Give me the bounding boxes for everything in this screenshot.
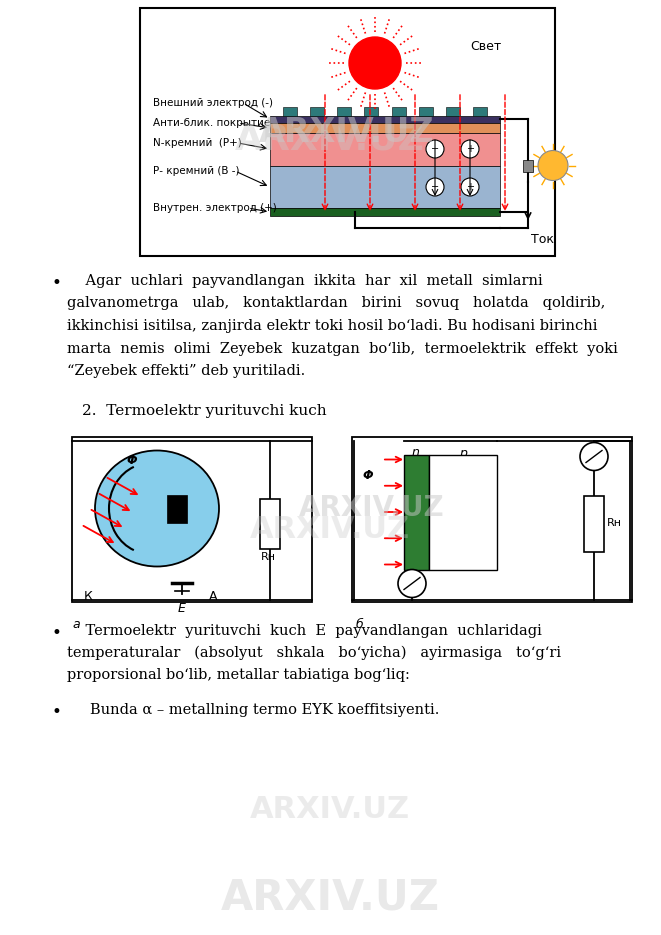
Text: “Zeyebek effekti” deb yuritiladi.: “Zeyebek effekti” deb yuritiladi. [67,364,305,378]
Text: 2.  Termoelektr yurituvchi kuch: 2. Termoelektr yurituvchi kuch [82,405,327,419]
Text: •: • [52,703,62,721]
Text: Ток: Ток [531,233,554,246]
Text: Р- кремний (В -): Р- кремний (В -) [153,166,239,176]
Text: ARXIV.UZ: ARXIV.UZ [235,123,425,157]
Bar [584,496,604,552]
Circle shape [398,569,426,597]
Bar [446,107,460,116]
Text: Анти-блик. покрытие: Анти-блик. покрытие [153,118,270,128]
Text: N-кремний  (Р+): N-кремний (Р+) [153,138,242,148]
Text: А: А [209,589,217,602]
Bar [270,123,500,133]
Bar [352,437,632,601]
Text: ARXIV.UZ: ARXIV.UZ [259,116,435,149]
Circle shape [461,140,479,158]
Bar [270,166,500,208]
Text: К: К [84,589,93,602]
Text: Rн: Rн [607,519,622,528]
Bar [260,498,280,549]
Bar [270,116,500,123]
Bar [364,107,379,116]
Bar [404,454,429,569]
Text: ikkinchisi isitilsa, zanjirda elektr toki hosil bo‘ladi. Bu hodisani birinchi: ikkinchisi isitilsa, zanjirda elektr tok… [67,319,598,333]
Text: Свет: Свет [470,40,501,53]
Text: Termoelektr  yurituvchi  kuch  E  payvandlangan  uchlaridagi: Termoelektr yurituvchi kuch E payvandlan… [67,624,542,638]
Bar [523,160,533,171]
Text: •: • [52,624,62,641]
Text: +: + [466,182,474,192]
Text: ARXIV.UZ: ARXIV.UZ [250,796,410,825]
Text: marta  nemis  olimi  Zeyebek  kuzatgan  bo‘lib,  termoelektrik  effekt  yoki: marta nemis olimi Zeyebek kuzatgan bo‘li… [67,341,618,355]
Text: temperaturalar   (absolyut   shkala   bo‘yicha)   ayirmasiga   to‘g‘ri: temperaturalar (absolyut shkala bo‘yicha… [67,646,561,660]
Bar [167,495,187,523]
Circle shape [538,151,568,180]
Text: E: E [178,602,186,615]
Bar [473,107,487,116]
Text: −: − [431,182,439,192]
Text: galvanometrga   ulab,   kontaktlardan   birini   sovuq   holatda   qoldirib,: galvanometrga ulab, kontaktlardan birini… [67,296,605,310]
Text: Внешний электрод (-): Внешний электрод (-) [153,98,273,108]
Circle shape [426,140,444,158]
Bar [270,133,500,166]
Circle shape [580,442,608,470]
Circle shape [461,178,479,196]
Text: Φ: Φ [127,454,137,468]
Ellipse shape [95,451,219,567]
Bar [283,107,297,116]
Bar [310,107,324,116]
Text: а: а [72,617,79,630]
Text: •: • [52,274,62,292]
Bar [72,437,312,601]
Text: ARXIV.UZ: ARXIV.UZ [250,515,410,544]
Bar [391,107,406,116]
Text: p: p [459,447,467,459]
Text: Внутрен. электрод (+): Внутрен. электрод (+) [153,203,277,213]
Bar [140,8,555,256]
Text: Rн: Rн [260,552,276,562]
Text: proporsional bo‘lib, metallar tabiatiga bog‘liq:: proporsional bo‘lib, metallar tabiatiga … [67,669,410,683]
Text: Bunda α – metallning termo EYK koeffitsiyenti.: Bunda α – metallning termo EYK koeffitsi… [90,703,440,717]
Bar [418,107,433,116]
Text: Agar  uchlari  payvandlangan  ikkita  har  xil  metall  simlarni: Agar uchlari payvandlangan ikkita har xi… [67,274,543,288]
Circle shape [349,37,401,89]
Text: −: − [431,144,439,154]
Bar [429,454,497,569]
Text: +: + [466,144,474,154]
Text: б: б [356,617,364,630]
Circle shape [426,178,444,196]
Text: ARXIV.UZ: ARXIV.UZ [221,877,440,919]
Text: ARXIV.UZ: ARXIV.UZ [299,495,445,523]
Text: n: n [412,447,420,459]
Bar [337,107,351,116]
Text: Φ: Φ [363,469,373,482]
Bar [270,208,500,216]
